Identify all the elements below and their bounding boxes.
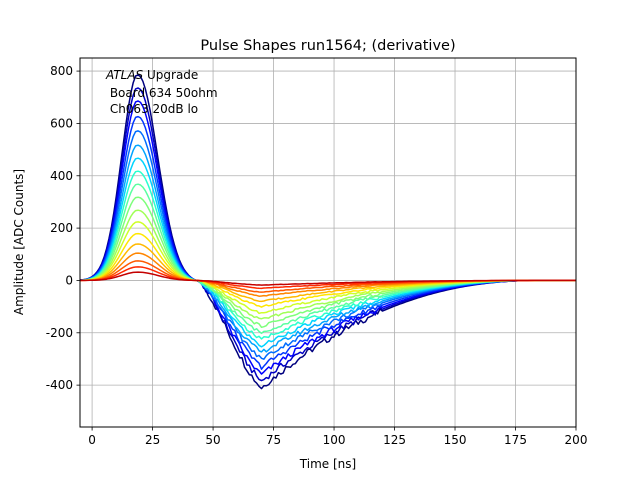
y-tick-label: 0 [65, 273, 73, 287]
x-tick-label: 175 [504, 433, 527, 447]
x-tick-label: 50 [205, 433, 220, 447]
annotation-atlas: ATLAS [105, 68, 144, 82]
x-tick-label: 0 [88, 433, 96, 447]
annotation-line-2: Board 634 50ohm [106, 86, 218, 100]
x-tick-label: 200 [565, 433, 588, 447]
pulse-series-line [80, 271, 576, 286]
y-tick-label: 600 [50, 116, 73, 130]
x-tick-label: 100 [323, 433, 346, 447]
x-tick-label: 75 [266, 433, 281, 447]
y-tick-label: 400 [50, 169, 73, 183]
ticks-layer: 0 25 50 75 100 125 150 175 200 -400 -200 0 200 400 600… [46, 64, 588, 447]
annotation-line-3: Ch063 20dB lo [106, 102, 198, 116]
x-tick-label: 125 [383, 433, 406, 447]
axes-frame [79, 57, 577, 428]
y-tick-label: -200 [46, 326, 73, 340]
annotation-upgrade: Upgrade [143, 68, 198, 82]
y-tick-label: 800 [50, 64, 73, 78]
annotation-line-1: ATLAS Upgrade [105, 68, 198, 82]
series-layer [79, 74, 576, 390]
y-axis-label: Amplitude [ADC Counts] [12, 169, 26, 315]
x-axis-label: Time [ns] [299, 457, 356, 471]
x-tick-label: 25 [145, 433, 160, 447]
chart-title: Pulse Shapes run1564; (derivative) [200, 38, 455, 54]
y-tick-label: 200 [50, 221, 73, 235]
y-tick-label: -400 [46, 378, 73, 392]
grid-layer [80, 58, 577, 427]
x-tick-label: 150 [444, 433, 467, 447]
